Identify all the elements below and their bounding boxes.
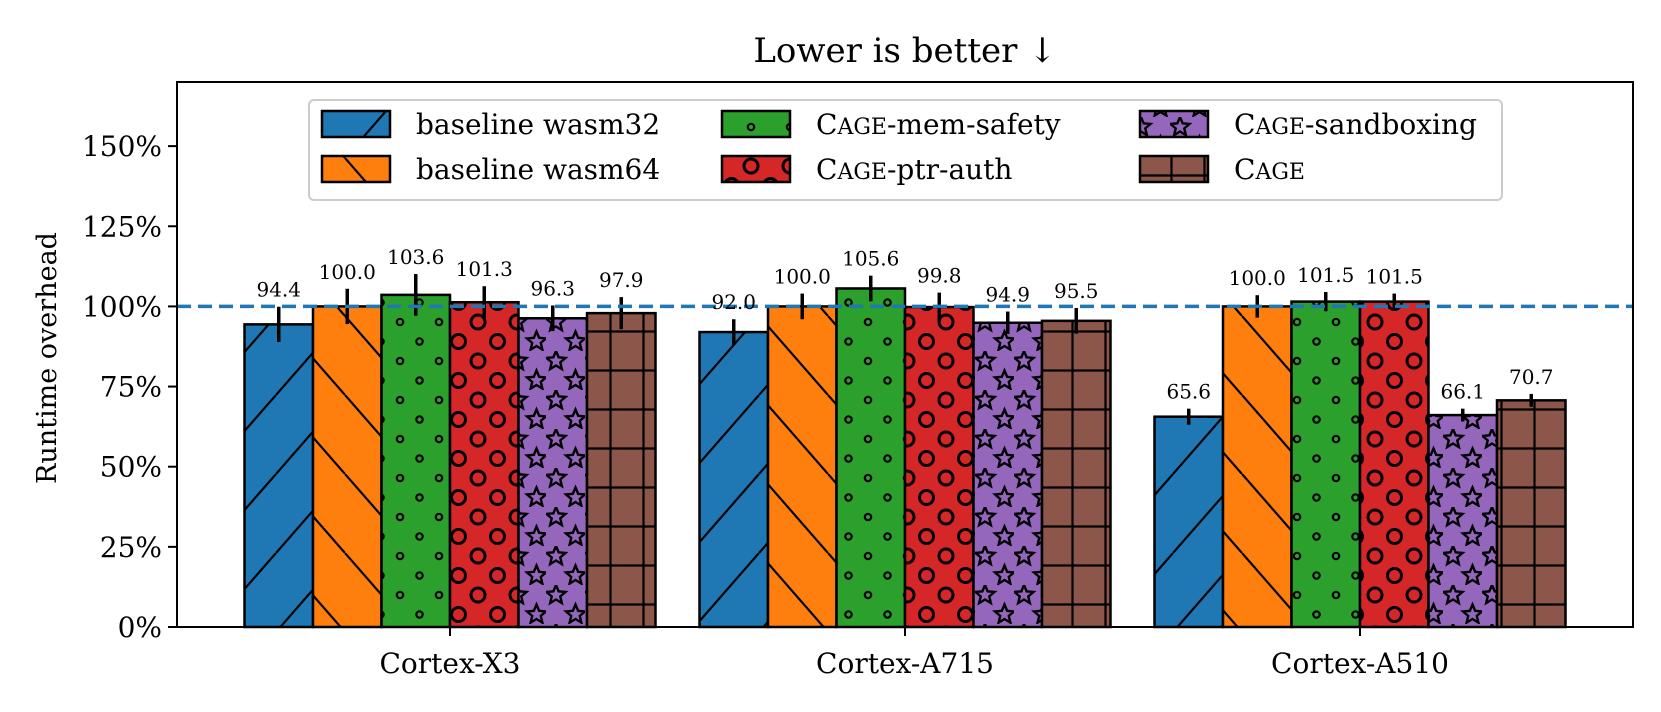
bar-cage-mem-safety-cortex-a510 [1290,300,1362,629]
bar-cage-cortex-a510 [1495,399,1567,629]
y-tick-label: 0% [118,611,162,644]
y-tick-label: 100% [82,290,162,323]
bar-cage-ptr-auth-cortex-a510 [1358,300,1430,629]
y-tick-label: 25% [100,531,162,564]
data-label-cage-cortex-a510: 70.7 [1509,365,1554,389]
bar-cage-cortex-x3 [585,311,657,629]
data-label-cage-sandboxing-cortex-x3: 96.3 [530,276,575,300]
bar-cage-cortex-a715 [1040,319,1112,629]
y-tick-label: 150% [82,130,162,163]
data-label-cage-ptr-auth-cortex-a510: 101.5 [1366,265,1423,289]
data-label-cage-mem-safety-cortex-a715: 105.6 [842,247,899,271]
x-tick-label-cortex-a510: Cortex-A510 [1271,647,1449,680]
data-label-cage-ptr-auth-cortex-a715: 99.8 [917,264,962,288]
data-label-cage-sandboxing-cortex-a715: 94.9 [985,283,1030,307]
data-label-baseline-wasm32-cortex-a510: 65.6 [1166,380,1211,404]
legend-swatch-cage-mem-safety [720,109,792,139]
bar-cage-sandboxing-cortex-a715 [972,321,1044,629]
legend-swatch-cage-ptr-auth [720,154,792,184]
bar-baseline-wasm64-cortex-x3 [311,305,383,629]
legend-label-cage: CAGE [1234,153,1305,186]
bar-cage-sandboxing-cortex-a510 [1427,413,1499,629]
data-label-cage-sandboxing-cortex-a510: 66.1 [1440,380,1485,404]
legend-swatch-baseline-wasm64 [320,154,392,184]
chart-title: Lower is better ↓ [753,31,1056,71]
legend-label-cage-mem-safety: CAGE-mem-safety [816,108,1061,141]
bar-baseline-wasm32-cortex-x3 [243,323,315,629]
x-tick-label-cortex-x3: Cortex-X3 [380,647,521,680]
legend-swatch-baseline-wasm32 [320,109,392,139]
bar-cage-mem-safety-cortex-a715 [835,287,907,629]
legend-label-baseline-wasm64: baseline wasm64 [416,153,660,186]
legend-swatch-cage [1138,154,1210,184]
legend-label-cage-sandboxing: CAGE-sandboxing [1234,108,1477,141]
data-label-baseline-wasm32-cortex-x3: 94.4 [256,278,301,302]
y-tick-label: 50% [100,451,162,484]
data-label-baseline-wasm32-cortex-a715: 92.0 [711,290,756,314]
bar-cage-ptr-auth-cortex-x3 [448,300,520,629]
data-label-baseline-wasm64-cortex-a715: 100.0 [774,265,831,289]
legend-label-cage-ptr-auth: CAGE-ptr-auth [816,153,1012,186]
y-axis-label: Runtime overhead [32,232,63,484]
data-label-cage-mem-safety-cortex-a510: 101.5 [1297,263,1354,287]
y-tick-label: 75% [100,371,162,404]
data-label-baseline-wasm64-cortex-a510: 100.0 [1229,266,1286,290]
data-label-cage-mem-safety-cortex-x3: 103.6 [387,245,444,269]
bar-cage-mem-safety-cortex-x3 [380,293,452,629]
data-label-baseline-wasm64-cortex-x3: 100.0 [319,260,376,284]
bar-baseline-wasm64-cortex-a510 [1221,305,1293,629]
legend-label-baseline-wasm32: baseline wasm32 [416,108,660,141]
y-tick-label: 125% [82,210,162,243]
legend-swatch-cage-sandboxing [1138,109,1210,139]
data-label-cage-cortex-x3: 97.9 [599,268,644,292]
bar-cage-sandboxing-cortex-x3 [517,317,589,629]
x-tick-label-cortex-a715: Cortex-A715 [816,647,994,680]
data-label-cage-cortex-a715: 95.5 [1054,279,1099,303]
bar-baseline-wasm64-cortex-a715 [766,305,838,629]
bar-baseline-wasm32-cortex-a715 [698,330,770,629]
bar-baseline-wasm32-cortex-a510 [1153,415,1225,629]
bar-cage-ptr-auth-cortex-a715 [903,305,975,629]
data-label-cage-ptr-auth-cortex-x3: 101.3 [456,257,513,281]
